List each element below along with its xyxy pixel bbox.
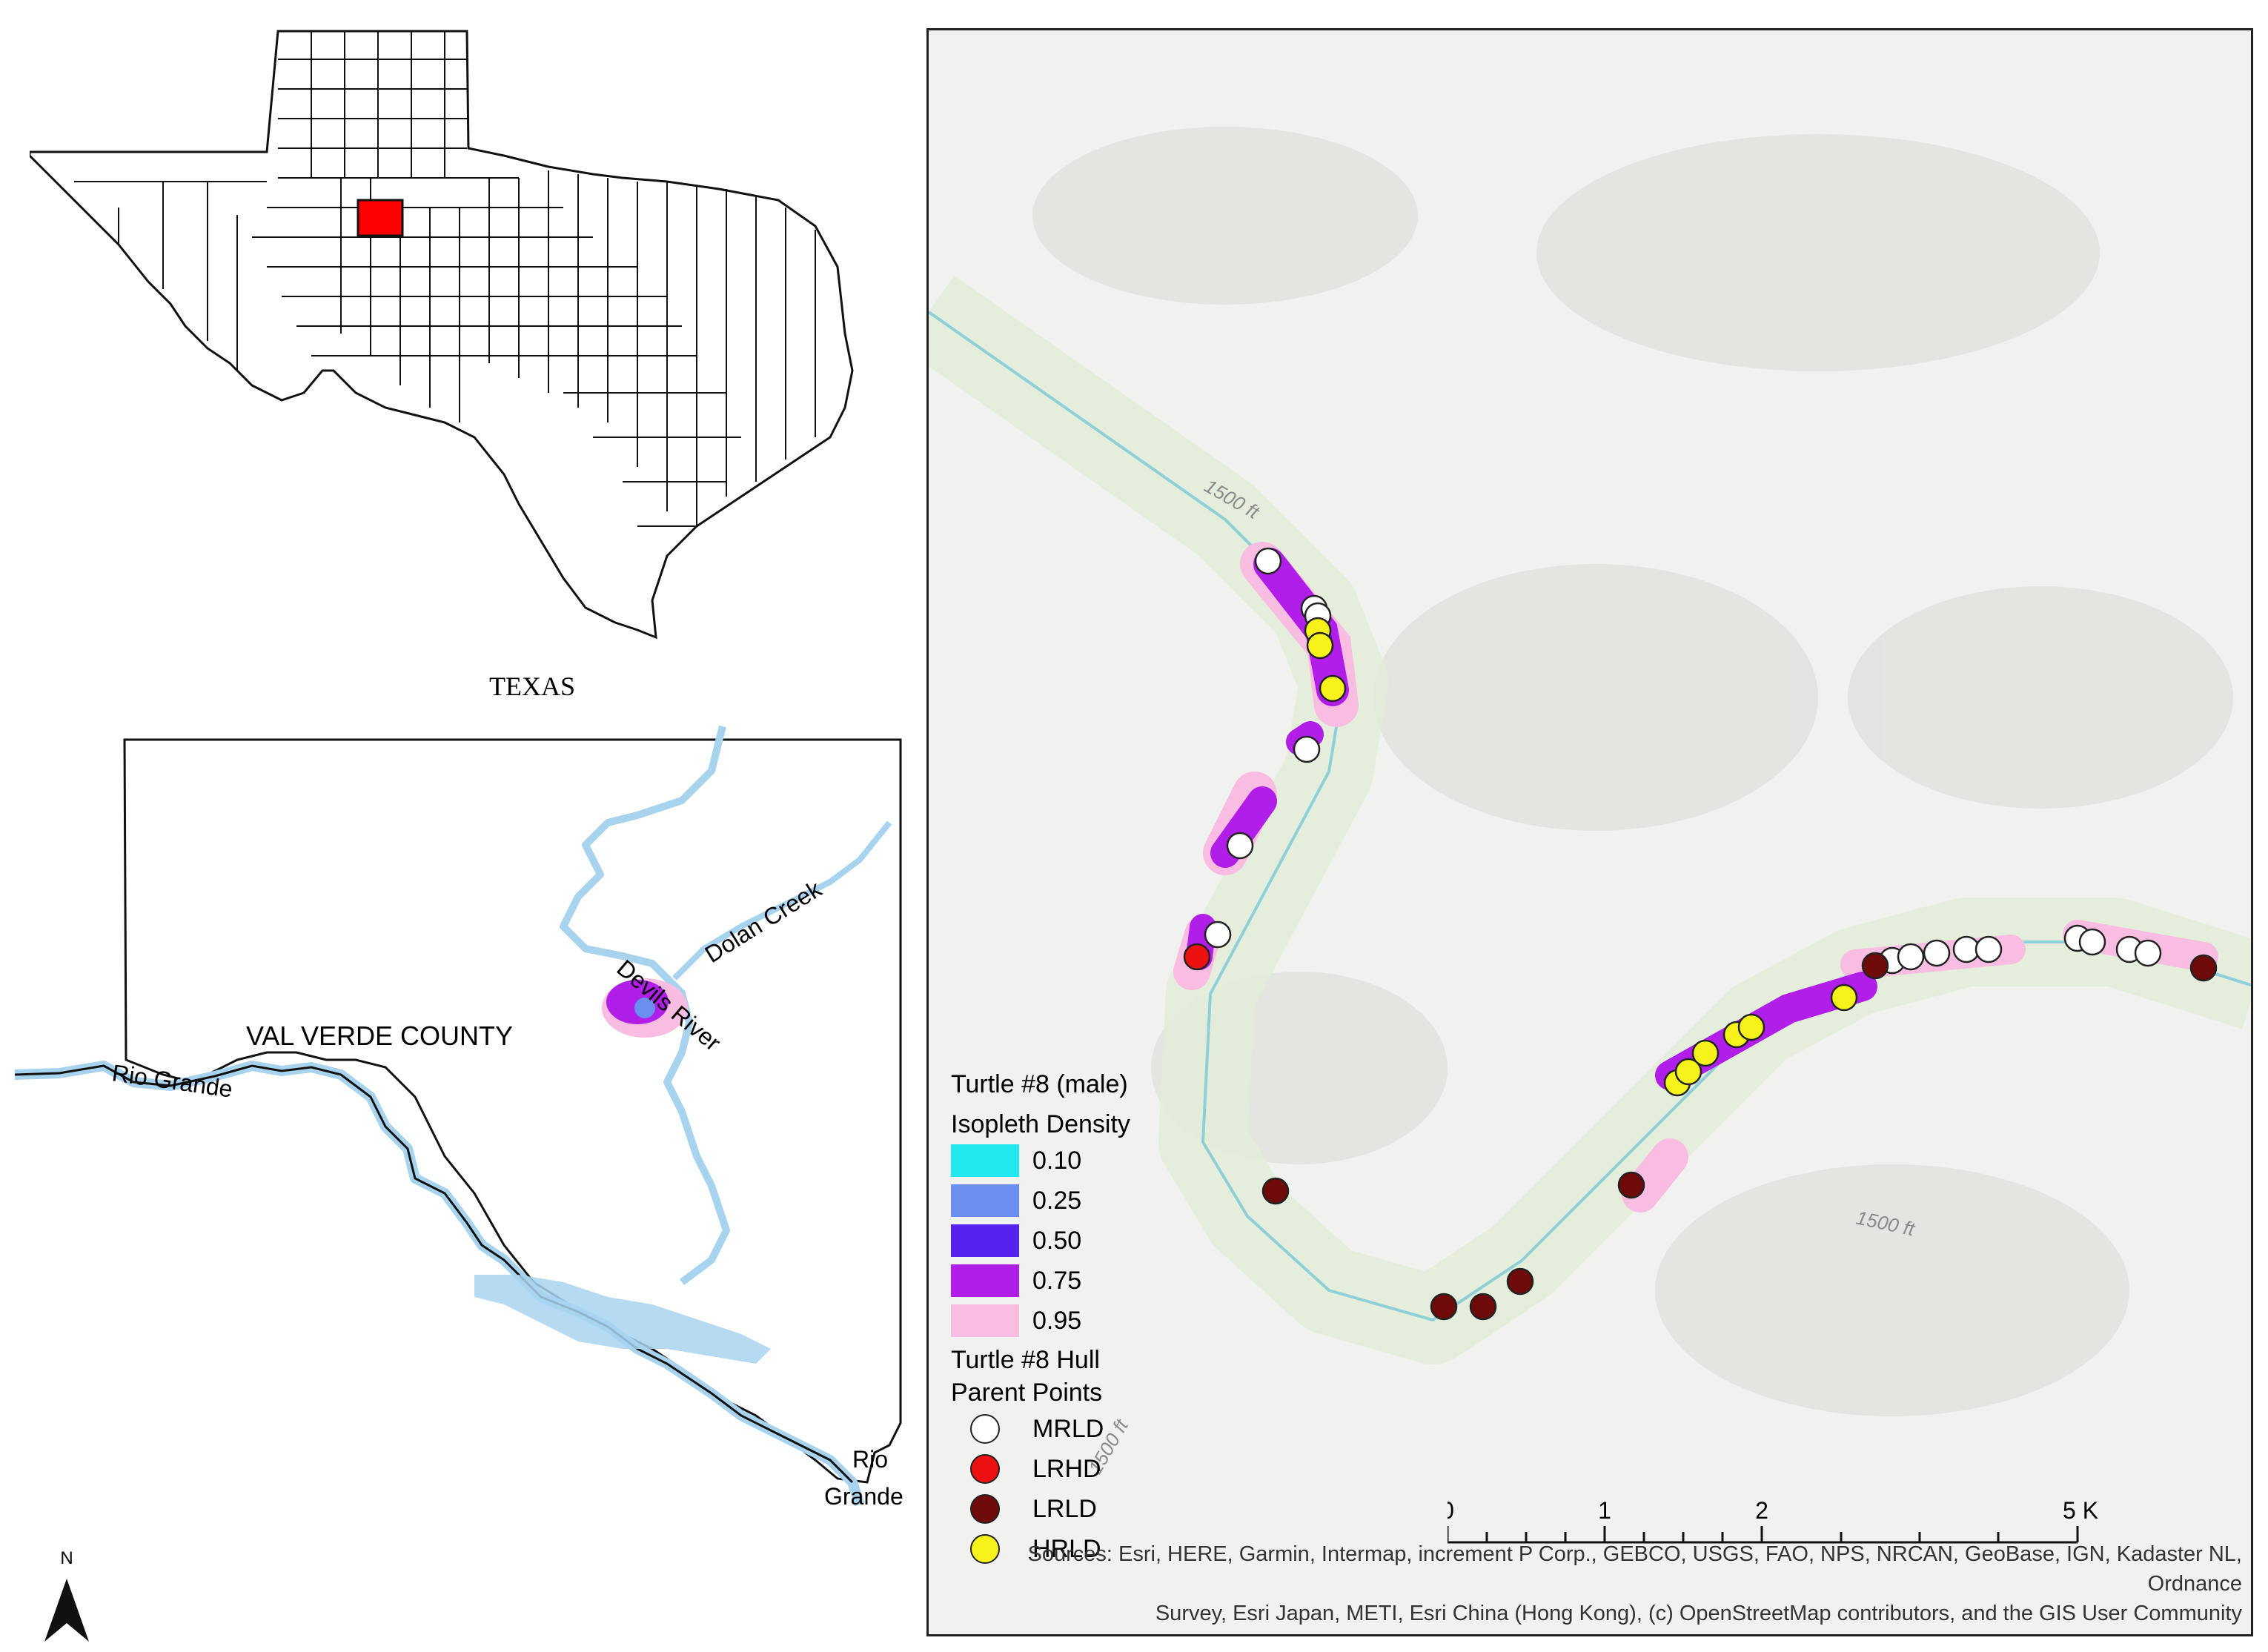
- dolan-creek: [672, 820, 892, 981]
- hrld-point: [1830, 983, 1858, 1012]
- points-title-2: Parent Points: [951, 1379, 1103, 1407]
- mrld-point: [1897, 943, 1925, 971]
- lrld-point: [1617, 1171, 1645, 1199]
- mrld-point: [2134, 939, 2162, 967]
- rio-grande-label-west: Rio Grande: [110, 1059, 234, 1102]
- devils-river: [560, 725, 730, 1285]
- legend-point-row: LRLD: [951, 1489, 1218, 1529]
- county-label: VAL VERDE COUNTY: [246, 1021, 513, 1051]
- home-range-core: [634, 998, 655, 1018]
- detail-map: 1500 ft 1500 ft 1500 ft: [926, 28, 2253, 1636]
- legend-isopleth-label: 0.25: [1032, 1187, 1082, 1215]
- lrld-point: [1861, 952, 1889, 980]
- legend-point-label: LRLD: [1032, 1495, 1097, 1523]
- legend-point-row: HRLD: [951, 1529, 1218, 1569]
- county-map-svg: VAL VERDE COUNTY Rio Grande Rio Grande D…: [14, 725, 903, 1642]
- legend-swatch: [951, 1264, 1019, 1297]
- mrld-point: [1293, 735, 1321, 763]
- reservoir: [474, 1275, 771, 1364]
- mrld-point: [1204, 920, 1232, 949]
- sources-line-2: Survey, Esri Japan, METI, Esri China (Ho…: [1155, 1602, 2242, 1625]
- texas-outline: TEXAS: [28, 30, 854, 701]
- isopleth-title: Isopleth Density: [951, 1110, 1130, 1138]
- points-title-1: Turtle #8 Hull: [951, 1346, 1100, 1374]
- hrld-points: [1304, 617, 1858, 1097]
- sources-line-1: Sources: Esri, HERE, Garmin, Intermap, i…: [1027, 1542, 2243, 1596]
- mrld-point: [1226, 832, 1254, 860]
- lrld-point: [1469, 1293, 1497, 1321]
- texas-inset-map: TEXAS: [28, 22, 904, 711]
- dolan-creek-label: Dolan Creek: [700, 875, 827, 968]
- legend-title: Turtle #8 (male): [951, 1070, 1128, 1098]
- legend-isopleth-label: 0.10: [1032, 1147, 1082, 1175]
- legend-isopleth-row: 0.50: [951, 1221, 1218, 1261]
- legend-point-symbol: [970, 1534, 1000, 1564]
- legend-swatch: [951, 1304, 1019, 1337]
- map-sources: Sources: Esri, HERE, Garmin, Intermap, i…: [938, 1539, 2243, 1628]
- county-outline: [123, 738, 902, 1484]
- legend-isopleth-label: 0.75: [1032, 1267, 1082, 1295]
- hrld-point: [1674, 1058, 1702, 1086]
- legend-point-label: HRLD: [1032, 1535, 1101, 1563]
- svg-text:N: N: [60, 1548, 73, 1568]
- legend-point-symbol: [970, 1454, 1000, 1484]
- lrld-point: [1261, 1177, 1290, 1205]
- north-arrow-icon: N: [44, 1548, 89, 1642]
- legend-swatch: [951, 1224, 1019, 1257]
- hrld-point: [1306, 631, 1334, 660]
- legend-point-label: MRLD: [1032, 1415, 1104, 1443]
- legend-point-symbol: [970, 1494, 1000, 1524]
- scale-tick-5: 5 Kilometers: [2063, 1497, 2100, 1524]
- mrld-point: [2078, 928, 2106, 956]
- texas-label: TEXAS: [489, 671, 575, 701]
- mrld-point: [1923, 939, 1951, 967]
- legend-swatch: [951, 1144, 1019, 1177]
- legend-point-label: LRHD: [1032, 1455, 1101, 1483]
- legend-isopleth-row: 0.10: [951, 1141, 1218, 1181]
- legend-isopleth-row: 0.95: [951, 1301, 1218, 1341]
- legend-isopleth-row: 0.25: [951, 1181, 1218, 1221]
- lrld-point: [1506, 1267, 1534, 1296]
- county-inset-map: VAL VERDE COUNTY Rio Grande Rio Grande D…: [0, 711, 919, 1648]
- hrld-point: [1319, 674, 1347, 703]
- mrld-points: [1204, 547, 2162, 975]
- lrld-points: [1261, 952, 2218, 1321]
- legend-isopleth-row: 0.75: [951, 1261, 1218, 1301]
- mrld-point: [1254, 547, 1282, 575]
- lrld-point: [2189, 954, 2218, 982]
- hrld-point: [1691, 1039, 1720, 1067]
- rio-grande-label-south-2: Grande: [824, 1483, 903, 1510]
- scale-tick-0: 0: [1448, 1497, 1454, 1524]
- val-verde-county-highlight: [357, 199, 404, 237]
- map-legend: Turtle #8 (male) Isopleth Density 0.10 0.…: [951, 1068, 1218, 1569]
- lrld-point: [1430, 1293, 1458, 1321]
- scale-tick-2: 2: [1755, 1497, 1768, 1524]
- scale-tick-1: 1: [1598, 1497, 1611, 1524]
- rio-grande-label-south-1: Rio: [852, 1446, 888, 1473]
- rio-grande-river: [14, 1061, 865, 1507]
- terrain-shading: [1032, 127, 2233, 1416]
- legend-point-row: LRHD: [951, 1449, 1218, 1489]
- texas-state-outline: [28, 30, 854, 640]
- mrld-point: [1974, 935, 2003, 963]
- legend-swatch: [951, 1184, 1019, 1217]
- detail-map-svg: 1500 ft 1500 ft 1500 ft: [929, 127, 2251, 1478]
- legend-isopleth-label: 0.50: [1032, 1227, 1082, 1255]
- hrld-point: [1737, 1013, 1765, 1041]
- legend-isopleth-label: 0.95: [1032, 1307, 1082, 1335]
- legend-point-row: MRLD: [951, 1409, 1218, 1449]
- legend-point-symbol: [970, 1414, 1000, 1444]
- county-grid: [74, 31, 816, 527]
- lrhd-point: [1183, 943, 1211, 971]
